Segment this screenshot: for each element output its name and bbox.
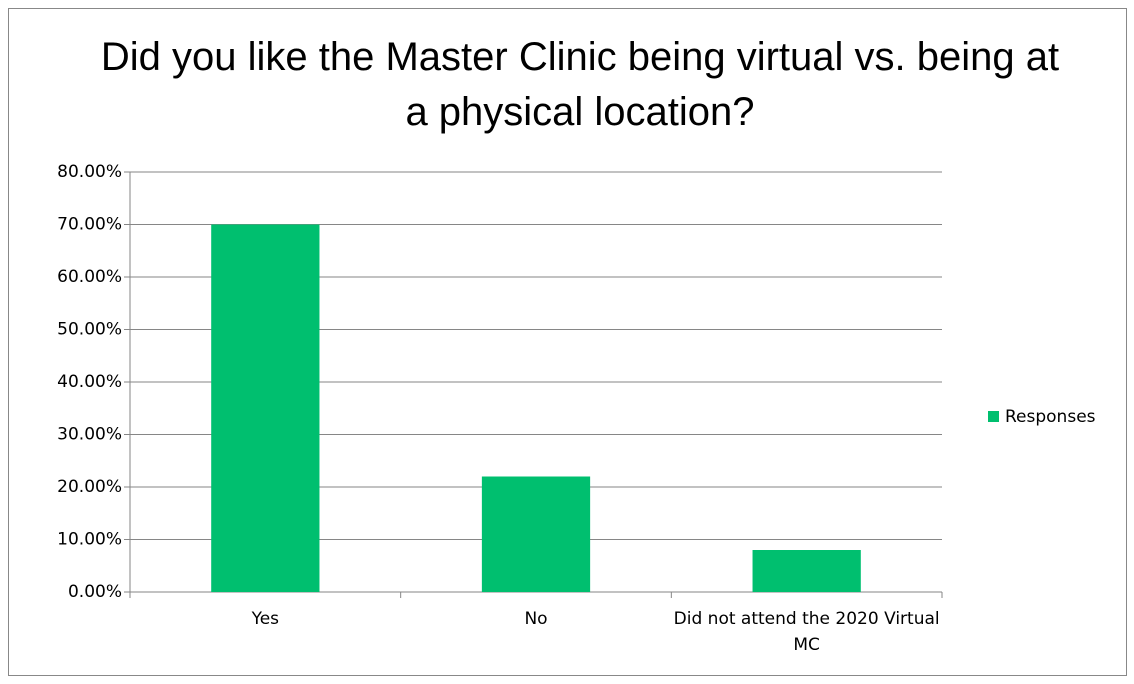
y-tick-label: 20.00% xyxy=(57,477,122,497)
x-tick-label: Did not attend the 2020 Virtual MC xyxy=(673,609,940,655)
bar xyxy=(211,224,320,592)
y-tick-label: 50.00% xyxy=(57,320,122,340)
legend-label: Responses xyxy=(1005,407,1096,427)
y-tick-label: 0.00% xyxy=(68,582,122,602)
legend-swatch xyxy=(988,411,999,422)
y-tick-label: 80.00% xyxy=(57,162,122,182)
y-tick-label: 40.00% xyxy=(57,372,122,392)
bar xyxy=(481,476,591,592)
y-tick-label: 70.00% xyxy=(57,215,122,235)
y-tick-label: 10.00% xyxy=(57,530,122,550)
y-tick-label: 60.00% xyxy=(57,267,122,287)
chart-title: Did you like the Master Clinic being vir… xyxy=(100,35,1060,134)
y-tick-label: 30.00% xyxy=(57,425,122,445)
x-tick-label: No xyxy=(524,609,548,629)
bar xyxy=(752,550,861,592)
x-tick-label: Yes xyxy=(251,609,280,629)
